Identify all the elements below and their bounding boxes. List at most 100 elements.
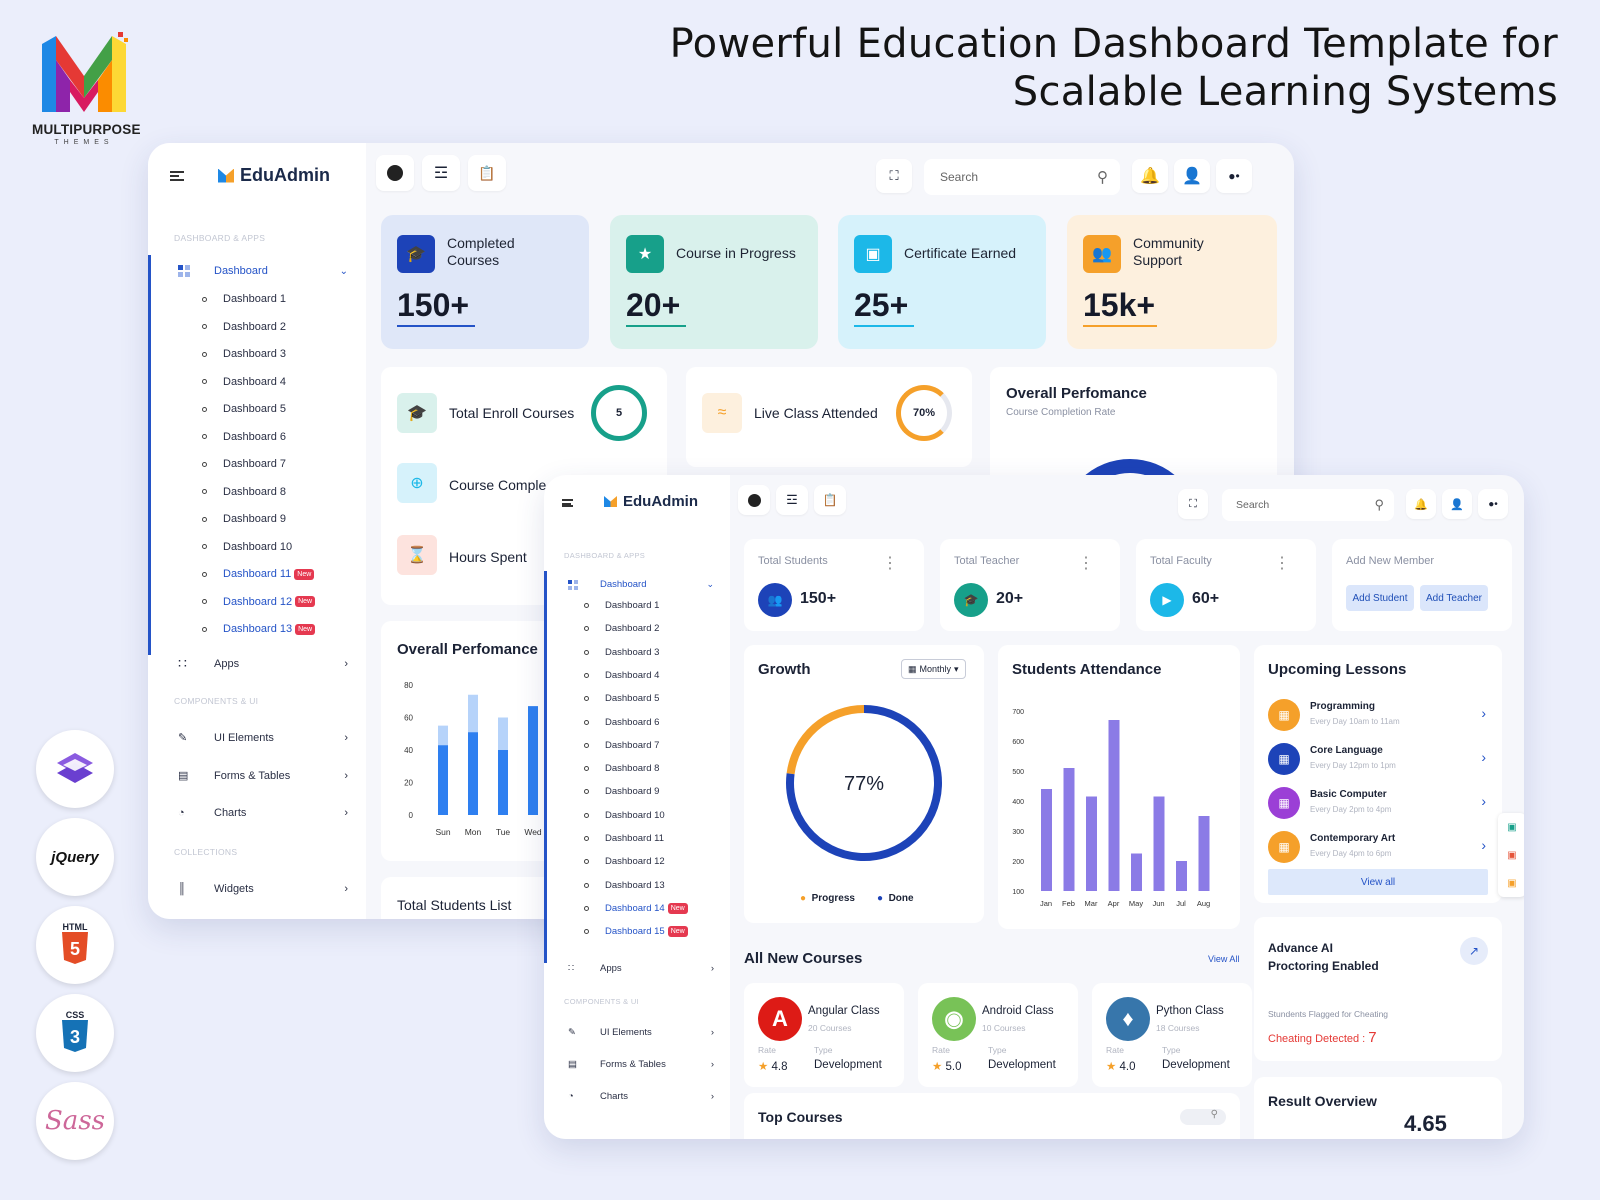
chevron-right-icon[interactable]: › [1481,705,1486,721]
bar [468,732,478,815]
nav-dashboard[interactable]: Dashboard ⌄ [568,579,714,590]
nav-widgets[interactable]: ║ Widgets › [178,883,348,895]
nav-dashboard-11[interactable]: Dashboard 11 New [202,568,315,580]
nav-forms-tables[interactable]: ▤ Forms & Tables › [568,1059,714,1070]
chat-button[interactable] [376,155,414,191]
nav-dashboard-2[interactable]: Dashboard 2 [584,623,659,634]
front-search-input[interactable]: Search ⚲ [1222,489,1394,521]
nav-dashboard-6[interactable]: Dashboard 6 [202,431,286,443]
view-all-courses-link[interactable]: View All [1208,954,1240,964]
menu-toggle-icon[interactable] [170,171,184,181]
sass-badge: Sass [36,1082,114,1160]
nav-dashboard-1[interactable]: Dashboard 1 [584,600,659,611]
chat-button[interactable] [738,485,770,515]
profile-button[interactable]: 👤 [1174,159,1210,193]
nav-dashboard-12[interactable]: Dashboard 12 [584,856,665,867]
settings-button[interactable]: ●• [1478,489,1508,519]
nav-dashboard-14[interactable]: Dashboard 14 New [584,902,688,914]
chevron-right-icon[interactable]: › [1481,749,1486,765]
nav-dashboard-13[interactable]: Dashboard 13 [584,880,665,891]
growth-card: Growth ▦ Monthly ▾ 77% ● Progress ● Done [744,645,984,923]
nav-dashboard-11[interactable]: Dashboard 11 [584,833,664,844]
nav-dashboard-8[interactable]: Dashboard 8 [202,486,286,498]
settings-button[interactable]: ●• [1216,159,1252,193]
apps-grid-icon: ∷ [178,655,187,671]
more-vertical-icon[interactable]: ⋮ [882,555,898,572]
lesson-item[interactable]: ▦ Contemporary Art Every Day 4pm to 6pm › [1268,829,1490,867]
fullscreen-button[interactable]: ⛶ [1178,489,1208,519]
nav-dashboard-13[interactable]: Dashboard 13 New [202,623,316,635]
clipboard-button[interactable]: 📋 [468,155,506,191]
nav-dashboard[interactable]: Dashboard ⌄ [178,265,348,277]
certificate-icon: ▣ [854,235,892,273]
lesson-item[interactable]: ▦ Basic Computer Every Day 2pm to 4pm › [1268,785,1490,823]
nav-ui-elements[interactable]: ✎ UI Elements › [178,731,348,745]
nav-dashboard-7[interactable]: Dashboard 7 [202,458,286,470]
nav-dashboard-9[interactable]: Dashboard 9 [584,786,659,797]
nav-forms-tables[interactable]: ▤ Forms & Tables › [178,769,348,783]
x-tick-label: Apr [1108,899,1120,908]
nav-charts[interactable]: ◔ Charts › [178,807,348,819]
bar [1153,796,1165,891]
add-student-button[interactable]: Add Student [1346,585,1414,611]
lesson-item[interactable]: ▦ Programming Every Day 10am to 11am › [1268,697,1490,735]
bar [1176,861,1187,891]
lesson-icon: ▦ [1268,787,1300,819]
view-all-lessons-button[interactable]: View all [1268,869,1488,895]
back-search-input[interactable]: Search ⚲ [924,159,1120,195]
course-card[interactable]: ◉ Android Class 10 Courses Rate Type ★ 5.0 Dev… [918,983,1078,1087]
nav-apps[interactable]: ∷ Apps › [568,963,714,974]
nav-charts[interactable]: ◔ Charts › [568,1091,714,1102]
result-overview-title: Result Overview [1268,1093,1377,1109]
nav-dashboard-9[interactable]: Dashboard 9 [202,513,286,525]
back-brand[interactable]: EduAdmin [218,165,330,186]
nav-dashboard-1[interactable]: Dashboard 1 [202,293,286,305]
chevron-right-icon[interactable]: › [1481,837,1486,853]
nav-dashboard-5[interactable]: Dashboard 5 [202,403,286,415]
overall-performance-title: Overall Perfomance [1006,385,1147,402]
chevron-right-icon[interactable]: › [1481,793,1486,809]
lesson-item[interactable]: ▦ Core Language Every Day 12pm to 1pm › [1268,741,1490,779]
tasks-button[interactable]: ☲ [422,155,460,191]
camera-icon[interactable]: ▣ [1507,821,1517,833]
nav-dashboard-3[interactable]: Dashboard 3 [584,647,659,658]
tasks-button[interactable]: ☲ [776,485,808,515]
period-dropdown[interactable]: ▦ Monthly ▾ [901,659,966,679]
layers-icon[interactable]: ▣ [1507,877,1517,889]
menu-toggle-icon[interactable] [562,499,573,507]
hero-line-1: Powerful Education Dashboard Template fo… [669,21,1558,67]
bullet-icon [202,626,207,632]
nav-dashboard-3[interactable]: Dashboard 3 [202,348,286,360]
fullscreen-button[interactable]: ⛶ [876,159,912,193]
nav-dashboard-5[interactable]: Dashboard 5 [584,693,659,704]
course-card[interactable]: ♦ Python Class 18 Courses Rate Type ★ 4.0 Deve… [1092,983,1252,1087]
nav-apps[interactable]: ∷ Apps › [178,655,348,671]
nav-dashboard-10[interactable]: Dashboard 10 [202,541,292,553]
nav-dashboard-4[interactable]: Dashboard 4 [202,376,286,388]
nav-dashboard-8[interactable]: Dashboard 8 [584,763,659,774]
nav-dashboard-7[interactable]: Dashboard 7 [584,740,659,751]
notifications-button[interactable]: 🔔 [1132,159,1168,193]
nav-dashboard-12[interactable]: Dashboard 12 New [202,596,316,608]
new-badge: New [295,596,316,607]
arrow-up-right-icon[interactable]: ↗ [1460,937,1488,965]
edit-icon: ✎ [178,732,188,744]
image-icon[interactable]: ▣ [1507,849,1517,861]
top-courses-search[interactable]: ⚲ [1180,1109,1226,1125]
nav-dashboard-10[interactable]: Dashboard 10 [584,810,665,821]
nav-ui-elements[interactable]: ✎ UI Elements › [568,1027,714,1038]
nav-dashboard-2[interactable]: Dashboard 2 [202,321,286,333]
nav-dashboard-4[interactable]: Dashboard 4 [584,670,659,681]
users-icon: 👥 [758,583,792,617]
notifications-button[interactable]: 🔔 [1406,489,1436,519]
more-vertical-icon[interactable]: ⋮ [1078,555,1094,572]
clipboard-button[interactable]: 📋 [814,485,846,515]
course-card[interactable]: A Angular Class 20 Courses Rate Type ★ 4.8 Dev… [744,983,904,1087]
front-brand[interactable]: EduAdmin [604,493,698,510]
profile-button[interactable]: 👤 [1442,489,1472,519]
more-vertical-icon[interactable]: ⋮ [1274,555,1290,572]
nav-dashboard-15[interactable]: Dashboard 15 New [584,926,688,938]
nav-dashboard-6[interactable]: Dashboard 6 [584,717,659,728]
add-teacher-button[interactable]: Add Teacher [1420,585,1488,611]
stat-completed-courses: 🎓 Completed Courses 150+ [381,215,589,349]
